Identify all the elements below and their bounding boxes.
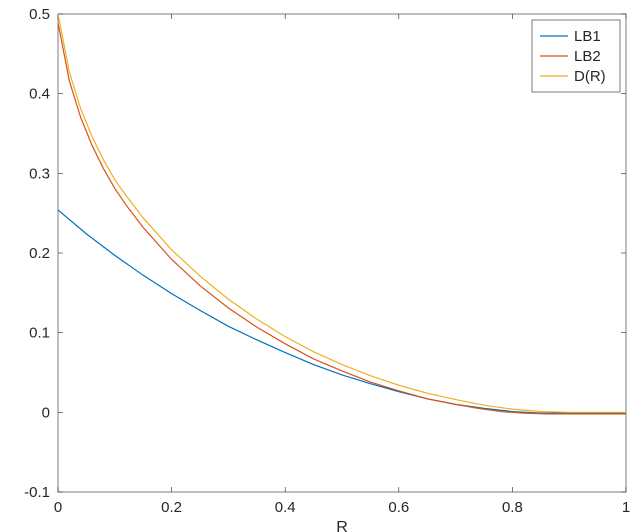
y-tick-label: 0.1 <box>29 325 50 342</box>
y-tick-label: 0.4 <box>29 86 50 103</box>
y-tick-label: 0.5 <box>29 6 50 23</box>
x-tick-label: 1 <box>622 499 630 516</box>
x-tick-label: 0.8 <box>502 499 523 516</box>
x-axis-title: R <box>336 519 348 532</box>
y-tick-label: -0.1 <box>24 484 50 501</box>
x-tick-label: 0.2 <box>161 499 182 516</box>
x-tick-label: 0.4 <box>275 499 296 516</box>
x-tick-label: 0.6 <box>388 499 409 516</box>
chart-container: 00.20.40.60.81-0.100.10.20.30.40.5RLB1LB… <box>0 0 640 532</box>
x-tick-label: 0 <box>54 499 62 516</box>
line-chart: 00.20.40.60.81-0.100.10.20.30.40.5RLB1LB… <box>0 0 640 532</box>
legend-label: LB2 <box>574 48 601 65</box>
y-tick-label: 0.3 <box>29 165 50 182</box>
y-tick-label: 0.2 <box>29 245 50 262</box>
legend-label: LB1 <box>574 28 601 45</box>
y-tick-label: 0 <box>42 404 50 421</box>
legend-label: D(R) <box>574 68 606 85</box>
